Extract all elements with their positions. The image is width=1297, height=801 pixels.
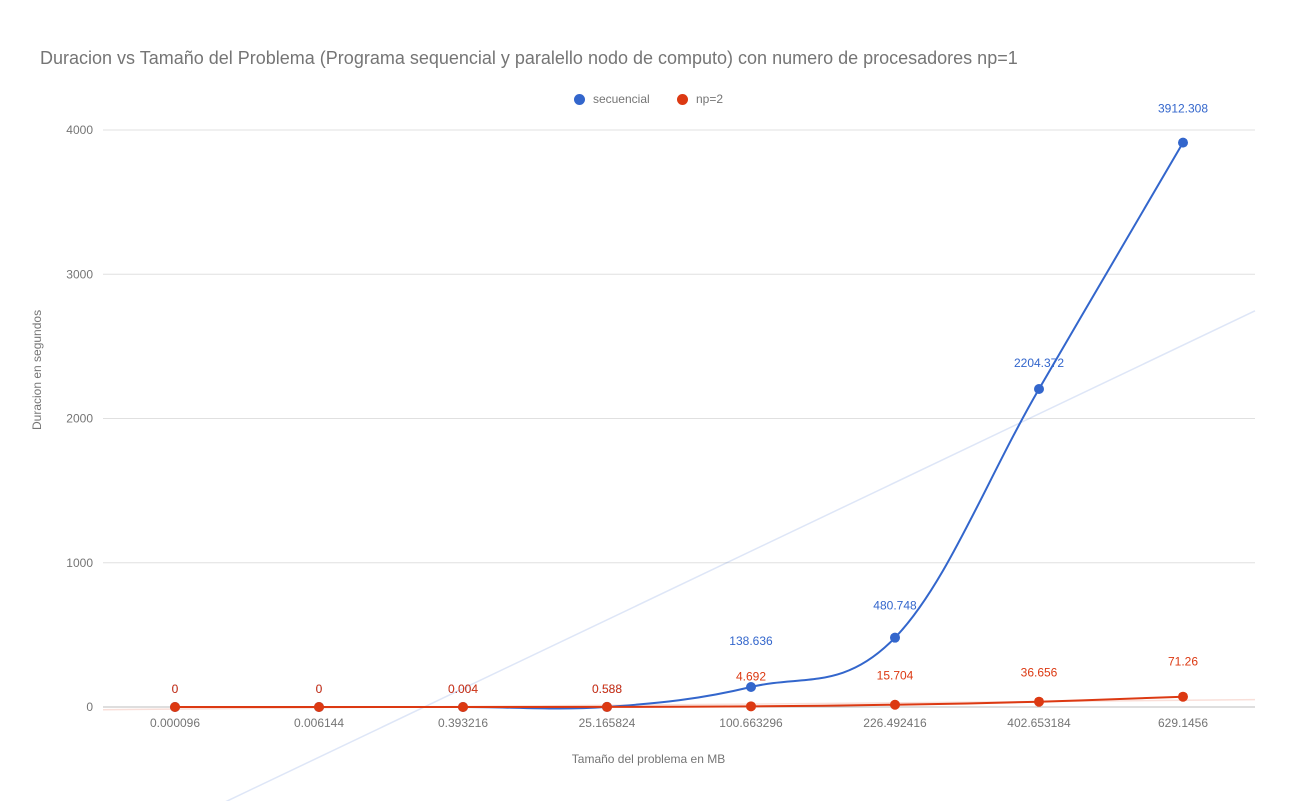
data-label: 480.748 xyxy=(873,599,917,613)
data-label: 0 xyxy=(172,682,179,696)
data-label: 4.692 xyxy=(736,669,766,683)
data-point xyxy=(1178,138,1188,148)
x-tick-label: 100.663296 xyxy=(719,716,783,730)
data-point xyxy=(1034,697,1044,707)
data-point xyxy=(746,682,756,692)
y-tick-label: 0 xyxy=(86,700,93,714)
data-point xyxy=(746,701,756,711)
y-tick-label: 3000 xyxy=(66,267,93,281)
data-point xyxy=(1034,384,1044,394)
x-tick-label: 0.393216 xyxy=(438,716,488,730)
data-label: 15.704 xyxy=(877,669,914,683)
series-line xyxy=(175,143,1183,709)
data-point xyxy=(314,702,324,712)
data-point xyxy=(170,702,180,712)
data-point xyxy=(458,702,468,712)
x-tick-label: 226.492416 xyxy=(863,716,927,730)
trendline xyxy=(103,311,1255,801)
data-label: 0.588 xyxy=(592,682,622,696)
data-label: 138.636 xyxy=(729,634,773,648)
data-label: 2204.372 xyxy=(1014,356,1064,370)
data-point xyxy=(890,700,900,710)
data-label: 36.656 xyxy=(1021,666,1058,680)
x-tick-label: 25.165824 xyxy=(579,716,636,730)
x-tick-label: 402.653184 xyxy=(1007,716,1071,730)
y-tick-label: 2000 xyxy=(66,412,93,426)
data-point xyxy=(602,702,612,712)
data-label: 0 xyxy=(316,682,323,696)
data-point xyxy=(890,633,900,643)
data-label: 0.004 xyxy=(448,682,478,696)
x-tick-label: 0.006144 xyxy=(294,716,344,730)
data-label: 71.26 xyxy=(1168,655,1198,669)
chart-plot: 0 1000 2000 3000 4000 0.000096 0.006144 0.39321… xyxy=(0,0,1297,801)
series-line xyxy=(175,697,1183,707)
data-label: 3912.308 xyxy=(1158,102,1208,116)
data-point xyxy=(1178,692,1188,702)
y-tick-label: 1000 xyxy=(66,556,93,570)
x-tick-label: 629.1456 xyxy=(1158,716,1208,730)
y-tick-label: 4000 xyxy=(66,123,93,137)
x-tick-label: 0.000096 xyxy=(150,716,200,730)
